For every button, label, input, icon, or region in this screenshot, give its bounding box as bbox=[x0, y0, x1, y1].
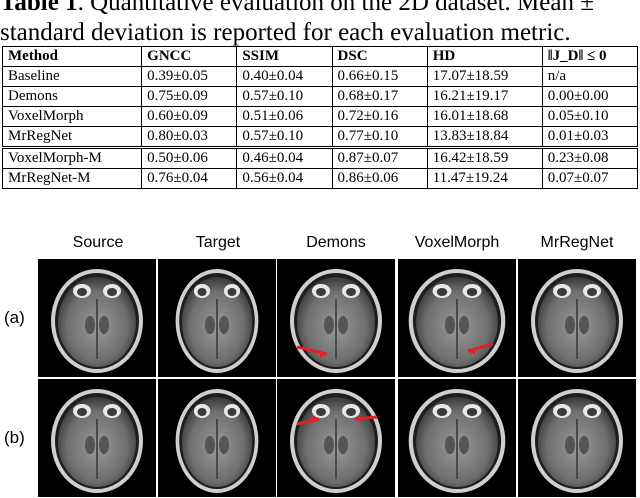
mri-image-b-mrregnet bbox=[518, 379, 636, 497]
cell-jacobian: 0.01±0.03 bbox=[541, 126, 639, 148]
cell-hd: 11.47±19.24 bbox=[426, 168, 543, 189]
mri-image-a-voxelmorph bbox=[398, 259, 516, 377]
cell-gncc: 0.39±0.05 bbox=[141, 66, 238, 87]
table-row: Baseline 0.39±0.05 0.40±0.04 0.66±0.15 17.07… bbox=[1, 66, 639, 87]
cell-ssim: 0.40±0.04 bbox=[236, 66, 333, 87]
table-row: VoxelMorph 0.60±0.09 0.51±0.06 0.72±0.16 16.… bbox=[1, 106, 639, 127]
cell-gncc: 0.75±0.09 bbox=[141, 86, 238, 107]
cell-dsc: 0.86±0.06 bbox=[331, 168, 428, 189]
table-row: Demons 0.75±0.09 0.57±0.10 0.68±0.17 16.21±1… bbox=[1, 86, 639, 107]
cell-gncc: 0.76±0.04 bbox=[141, 168, 238, 189]
cell-hd: 17.07±18.59 bbox=[426, 66, 543, 87]
mri-image-b-target bbox=[158, 379, 276, 497]
table-row: MrRegNet-M 0.76±0.04 0.56±0.04 0.86±0.06 11.… bbox=[1, 168, 639, 189]
header-gncc: GNCC bbox=[141, 46, 238, 67]
cell-jacobian: n/a bbox=[541, 66, 639, 87]
header-jacobian: ‖J_D‖ ≤ 0 bbox=[541, 46, 639, 67]
cell-hd: 13.83±18.84 bbox=[426, 126, 543, 148]
column-label-mrregnet: MrRegNet bbox=[540, 234, 614, 251]
column-label-source: Source bbox=[72, 234, 124, 251]
table-header-row: Method GNCC SSIM DSC HD ‖J_D‖ ≤ 0 bbox=[1, 46, 639, 67]
cell-gncc: 0.60±0.09 bbox=[141, 106, 238, 127]
cell-ssim: 0.51±0.06 bbox=[236, 106, 333, 127]
cell-jacobian: 0.00±0.00 bbox=[541, 86, 639, 107]
cell-dsc: 0.77±0.10 bbox=[331, 126, 428, 148]
cell-method: VoxelMorph-M bbox=[1, 146, 143, 169]
cell-method: VoxelMorph bbox=[1, 106, 143, 127]
cell-method: MrRegNet bbox=[1, 126, 143, 148]
caption-text: . Quantitative evaluation on the 2D data… bbox=[77, 0, 594, 16]
table-caption: Table 1. Quantitative evaluation on the … bbox=[0, 0, 640, 48]
cell-ssim: 0.57±0.10 bbox=[236, 86, 333, 107]
mri-image-b-demons bbox=[277, 379, 395, 497]
table-label: Table 1 bbox=[0, 0, 78, 16]
cell-hd: 16.01±18.68 bbox=[426, 106, 543, 127]
header-dsc: DSC bbox=[331, 46, 428, 67]
column-label-target: Target bbox=[195, 234, 241, 251]
cell-dsc: 0.68±0.17 bbox=[331, 86, 428, 107]
mri-image-a-demons bbox=[277, 259, 395, 377]
cell-ssim: 0.46±0.04 bbox=[236, 146, 333, 169]
results-table: Method GNCC SSIM DSC HD ‖J_D‖ ≤ 0 Baseli… bbox=[1, 46, 639, 189]
mri-image-a-target bbox=[158, 259, 276, 377]
cell-method: Baseline bbox=[1, 66, 143, 87]
mri-image-a-source bbox=[38, 259, 156, 377]
cell-hd: 16.42±18.59 bbox=[426, 146, 543, 169]
cell-jacobian: 0.05±0.10 bbox=[541, 106, 639, 127]
row-label-a: (a) bbox=[4, 308, 25, 327]
mri-image-a-mrregnet bbox=[518, 259, 636, 377]
header-method: Method bbox=[1, 46, 143, 67]
cell-jacobian: 0.23±0.08 bbox=[541, 146, 639, 169]
cell-ssim: 0.56±0.04 bbox=[236, 168, 333, 189]
cell-hd: 16.21±19.17 bbox=[426, 86, 543, 107]
table-row: MrRegNet 0.80±0.03 0.57±0.10 0.77±0.10 13.83… bbox=[1, 126, 639, 148]
cell-dsc: 0.87±0.07 bbox=[331, 146, 428, 169]
header-hd: HD bbox=[426, 46, 543, 67]
cell-method: Demons bbox=[1, 86, 143, 107]
header-ssim: SSIM bbox=[236, 46, 333, 67]
cell-dsc: 0.66±0.15 bbox=[331, 66, 428, 87]
cell-ssim: 0.57±0.10 bbox=[236, 126, 333, 148]
mri-image-b-source bbox=[38, 379, 156, 497]
caption-text-2: standard deviation is reported for each … bbox=[0, 19, 571, 46]
table-row: VoxelMorph-M 0.50±0.06 0.46±0.04 0.87±0.07 1… bbox=[1, 146, 639, 169]
cell-dsc: 0.72±0.16 bbox=[331, 106, 428, 127]
mri-image-b-voxelmorph bbox=[398, 379, 516, 497]
cell-method: MrRegNet-M bbox=[1, 168, 143, 189]
row-label-b: (b) bbox=[4, 428, 25, 447]
cell-gncc: 0.80±0.03 bbox=[141, 126, 238, 148]
cell-jacobian: 0.07±0.07 bbox=[541, 168, 639, 189]
column-label-voxelmorph: VoxelMorph bbox=[414, 234, 500, 251]
cell-gncc: 0.50±0.06 bbox=[141, 146, 238, 169]
column-label-demons: Demons bbox=[306, 234, 366, 251]
